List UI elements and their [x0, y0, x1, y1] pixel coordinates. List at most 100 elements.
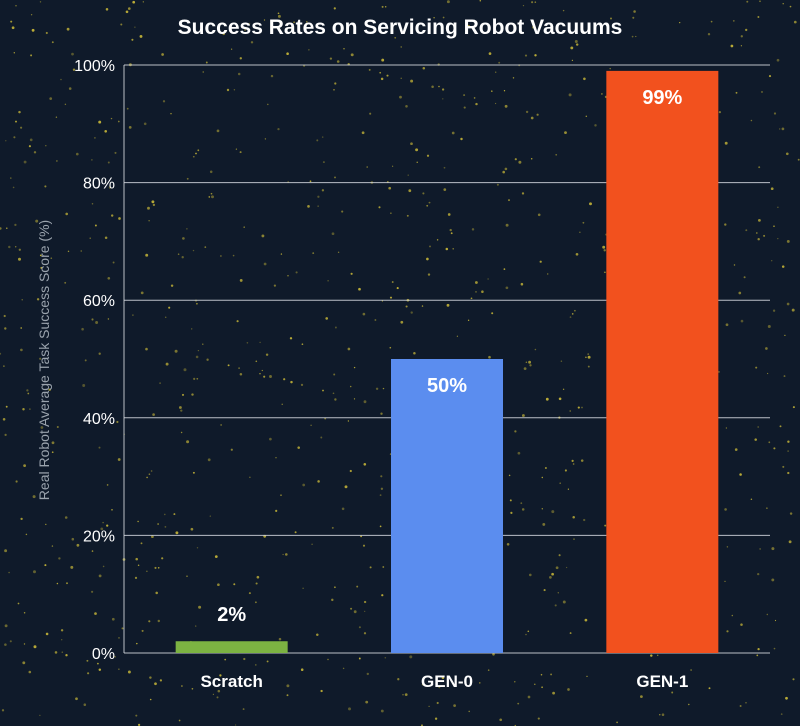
background-dot — [148, 473, 151, 476]
background-dot — [235, 148, 238, 150]
background-dot — [111, 214, 114, 217]
background-dot — [8, 571, 10, 574]
background-dot — [396, 287, 399, 290]
background-dot — [212, 693, 215, 696]
background-dot — [429, 245, 431, 248]
background-dot — [140, 542, 143, 545]
background-dot — [541, 508, 543, 510]
background-dot — [165, 362, 169, 366]
background-dot — [104, 236, 108, 239]
background-dot — [173, 513, 176, 516]
background-dot — [498, 61, 501, 64]
y-tick-label: 100% — [74, 58, 115, 75]
background-dot — [571, 59, 574, 62]
background-dot — [378, 206, 381, 209]
background-dot — [146, 570, 148, 572]
background-dot — [29, 138, 33, 142]
background-dot — [757, 237, 760, 241]
background-dot — [209, 170, 213, 174]
background-dot — [575, 252, 579, 256]
background-dot — [157, 566, 160, 569]
background-dot — [44, 564, 47, 567]
background-dot — [781, 265, 785, 268]
background-dot — [724, 580, 726, 583]
background-dot — [137, 520, 139, 523]
background-dot — [735, 91, 738, 94]
background-dot — [754, 438, 757, 441]
background-dot — [132, 314, 134, 316]
background-dot — [534, 1, 537, 3]
background-dot — [438, 686, 441, 689]
background-dot — [10, 177, 12, 179]
background-dot — [473, 97, 476, 99]
background-dot — [770, 187, 774, 191]
background-dot — [50, 257, 53, 260]
background-dot — [434, 717, 438, 720]
background-dot — [145, 347, 148, 351]
background-dot — [784, 334, 786, 337]
background-dot — [528, 360, 532, 364]
background-dot — [132, 0, 136, 4]
background-dot — [233, 89, 236, 91]
background-dot — [98, 446, 101, 449]
background-dot — [782, 465, 785, 468]
background-dot — [725, 323, 729, 327]
background-dot — [4, 327, 7, 330]
background-dot — [157, 619, 161, 623]
background-dot — [311, 543, 313, 545]
background-dot — [277, 12, 280, 15]
background-dot — [0, 352, 2, 355]
background-dot — [443, 166, 446, 169]
background-dot — [18, 110, 21, 114]
background-dot — [45, 632, 49, 636]
background-dot — [421, 305, 424, 307]
background-dot — [577, 406, 580, 409]
background-dot — [301, 343, 304, 346]
background-dot — [405, 305, 408, 308]
background-dot — [449, 228, 452, 232]
background-dot — [81, 327, 84, 331]
background-dot — [443, 188, 447, 191]
background-dot — [585, 356, 587, 359]
background-dot — [33, 151, 37, 154]
background-dot — [426, 204, 429, 207]
background-dot — [558, 397, 562, 401]
background-dot — [12, 186, 15, 189]
background-dot — [322, 161, 325, 164]
background-dot — [195, 625, 197, 627]
background-dot — [724, 141, 728, 145]
background-dot — [320, 436, 323, 439]
background-dot — [283, 378, 286, 381]
background-dot — [765, 347, 768, 350]
background-dot — [261, 369, 263, 372]
background-dot — [2, 418, 6, 421]
background-dot — [659, 714, 661, 716]
background-dot — [380, 487, 384, 490]
background-dot — [152, 413, 155, 416]
background-dot — [320, 689, 323, 693]
background-dot — [217, 583, 220, 587]
background-dot — [239, 278, 243, 282]
background-dot — [400, 77, 402, 79]
background-dot — [51, 41, 54, 44]
background-dot — [745, 229, 748, 232]
background-dot — [44, 185, 47, 188]
background-dot — [601, 93, 603, 95]
background-dot — [206, 358, 209, 361]
background-dot — [329, 57, 333, 60]
background-dot — [347, 420, 350, 422]
background-dot — [763, 234, 766, 237]
background-dot — [5, 140, 7, 142]
background-dot — [114, 151, 117, 154]
background-dot — [161, 557, 164, 560]
background-dot — [450, 232, 453, 235]
background-dot — [525, 361, 528, 364]
background-dot — [369, 112, 372, 115]
background-dot — [135, 557, 138, 561]
background-dot — [504, 104, 508, 108]
background-dot — [759, 548, 761, 550]
background-dot — [98, 668, 102, 672]
background-dot — [137, 564, 140, 567]
background-dot — [442, 16, 445, 19]
